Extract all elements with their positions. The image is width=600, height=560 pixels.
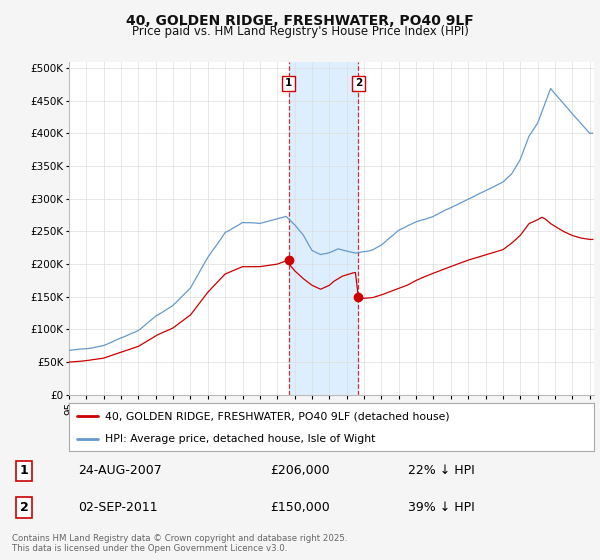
Text: £150,000: £150,000 xyxy=(270,501,330,514)
Text: 22% ↓ HPI: 22% ↓ HPI xyxy=(408,464,475,478)
Text: 1: 1 xyxy=(20,464,28,478)
Text: 40, GOLDEN RIDGE, FRESHWATER, PO40 9LF: 40, GOLDEN RIDGE, FRESHWATER, PO40 9LF xyxy=(126,14,474,28)
Text: Price paid vs. HM Land Registry's House Price Index (HPI): Price paid vs. HM Land Registry's House … xyxy=(131,25,469,38)
Text: 39% ↓ HPI: 39% ↓ HPI xyxy=(408,501,475,514)
Text: 40, GOLDEN RIDGE, FRESHWATER, PO40 9LF (detached house): 40, GOLDEN RIDGE, FRESHWATER, PO40 9LF (… xyxy=(105,411,449,421)
Text: 2: 2 xyxy=(20,501,28,514)
Text: 1: 1 xyxy=(285,78,292,88)
Text: HPI: Average price, detached house, Isle of Wight: HPI: Average price, detached house, Isle… xyxy=(105,434,375,444)
Text: 02-SEP-2011: 02-SEP-2011 xyxy=(78,501,158,514)
Bar xyxy=(289,62,358,395)
Text: 24-AUG-2007: 24-AUG-2007 xyxy=(78,464,162,478)
Text: £206,000: £206,000 xyxy=(270,464,329,478)
Text: 2: 2 xyxy=(355,78,362,88)
Text: Contains HM Land Registry data © Crown copyright and database right 2025.
This d: Contains HM Land Registry data © Crown c… xyxy=(12,534,347,553)
